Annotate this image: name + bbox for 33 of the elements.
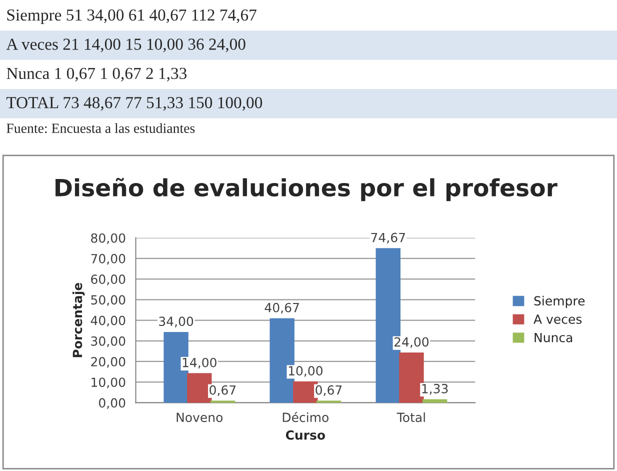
text: TOTAL 73 48,67 77 51,33 150 100,00 xyxy=(6,97,262,111)
x-tick-label: Total xyxy=(396,412,425,422)
legend-label: A veces xyxy=(534,314,582,324)
text: Siempre 51 34,00 61 40,67 112 74,67 xyxy=(7,9,256,24)
legend-label: Siempre xyxy=(534,296,585,308)
bar xyxy=(399,352,424,403)
y-tick-label: 40,00 xyxy=(90,316,126,326)
data-label: 10,00 xyxy=(288,366,322,377)
text: A veces 21 14,00 15 10,00 36 24,00 xyxy=(6,38,246,52)
x-tick-label: Décimo xyxy=(282,412,328,422)
y-tick-label: 10,00 xyxy=(92,378,126,388)
y-tick-label: 70,00 xyxy=(91,254,126,265)
y-tick-label: 0,00 xyxy=(99,398,126,409)
data-label: 1,33 xyxy=(422,384,448,395)
data-label: 0,67 xyxy=(210,385,236,396)
data-label: 0,67 xyxy=(316,385,342,396)
data-label: 24,00 xyxy=(394,337,429,348)
x-axis-title: Curso xyxy=(286,430,326,440)
data-label: 74,67 xyxy=(371,232,405,244)
text: Nunca 1 0,67 1 0,67 2 1,33 xyxy=(6,68,187,82)
data-label: 34,00 xyxy=(159,316,194,328)
data-label: 14,00 xyxy=(182,358,216,369)
data-label: 40,67 xyxy=(264,302,299,314)
legend-label: Nunca xyxy=(534,332,572,342)
y-tick-label: 50,00 xyxy=(91,295,126,306)
x-tick-label: Noveno xyxy=(176,412,223,422)
y-tick-label: 30,00 xyxy=(91,336,126,348)
y-axis-title: Porcentaje xyxy=(72,282,85,358)
y-tick-label: 80,00 xyxy=(91,233,126,244)
source-note: Fuente: Encuesta a las estudiantes xyxy=(6,123,195,134)
chart-title: Diseño de evaluciones por el profesor xyxy=(56,178,558,202)
y-tick-label: 60,00 xyxy=(91,274,126,286)
y-tick-label: 20,00 xyxy=(91,356,126,368)
